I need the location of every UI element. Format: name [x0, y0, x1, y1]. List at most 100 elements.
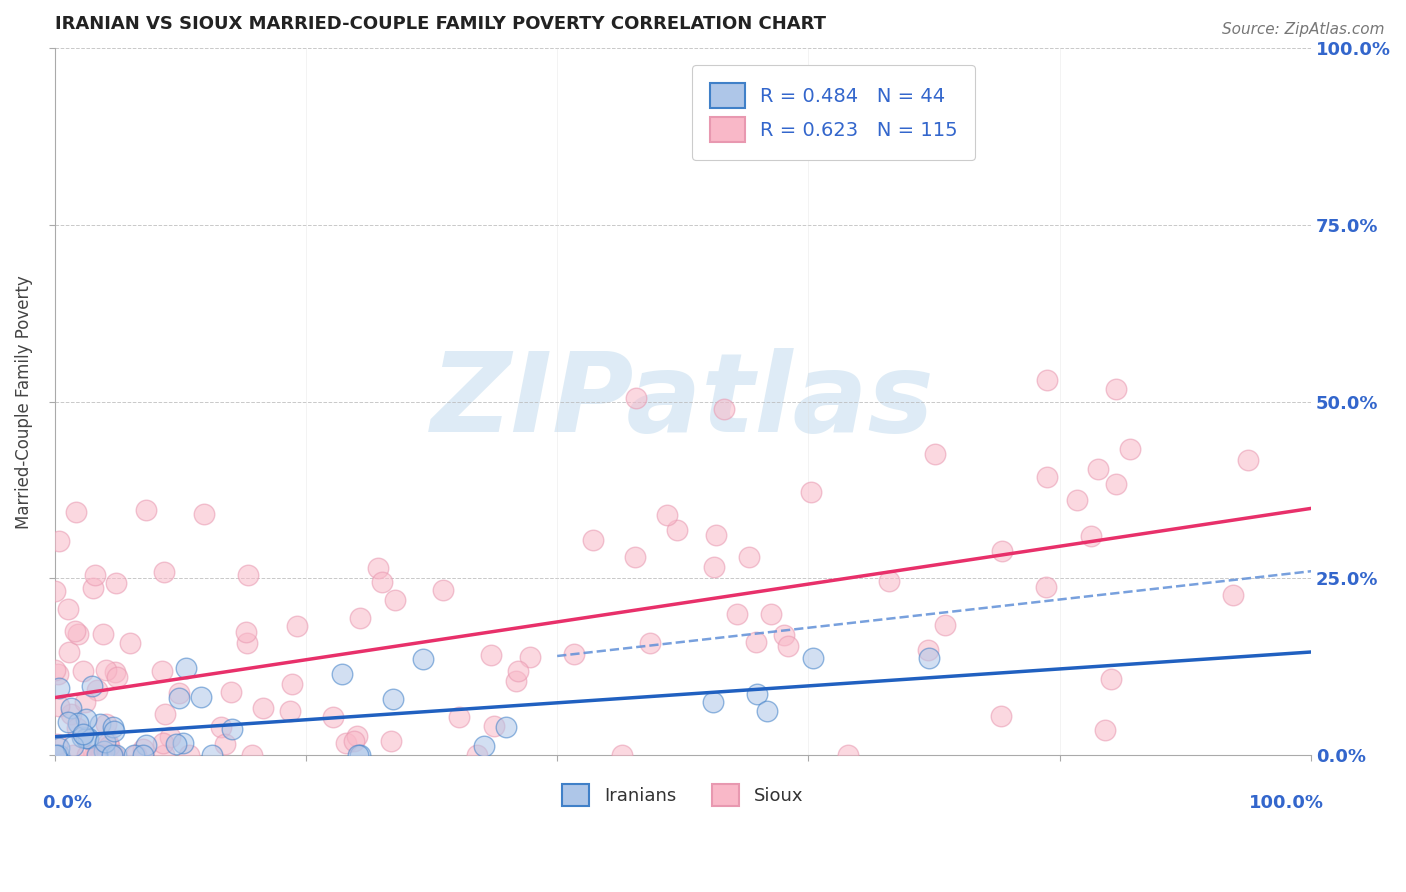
Point	[96, 716, 118, 731]
Point	[66, 721, 89, 735]
Point	[349, 611, 371, 625]
Point	[800, 485, 823, 500]
Point	[165, 737, 187, 751]
Point	[745, 634, 768, 648]
Point	[519, 650, 541, 665]
Point	[45, 747, 67, 762]
Point	[48, 698, 70, 713]
Point	[703, 560, 725, 574]
Point	[371, 575, 394, 590]
Point	[48, 681, 70, 695]
Point	[105, 670, 128, 684]
Point	[122, 747, 145, 762]
Point	[101, 747, 124, 762]
Point	[150, 664, 173, 678]
Point	[77, 731, 100, 745]
Point	[380, 734, 402, 748]
Point	[1222, 588, 1244, 602]
Point	[235, 625, 257, 640]
Point	[330, 667, 353, 681]
Point	[1094, 723, 1116, 738]
Point	[917, 642, 939, 657]
Point	[62, 739, 84, 754]
Point	[67, 715, 90, 730]
Point	[177, 747, 200, 762]
Point	[877, 574, 900, 589]
Point	[73, 695, 96, 709]
Text: ZIPatlas: ZIPatlas	[432, 348, 935, 455]
Point	[83, 747, 105, 762]
Point	[72, 665, 94, 679]
Point	[657, 508, 679, 522]
Point	[59, 707, 82, 722]
Point	[44, 584, 66, 599]
Point	[98, 739, 121, 753]
Point	[70, 730, 93, 744]
Point	[167, 686, 190, 700]
Point	[172, 736, 194, 750]
Legend: Iranians, Sioux: Iranians, Sioux	[551, 772, 814, 816]
Point	[1105, 477, 1128, 491]
Point	[193, 507, 215, 521]
Point	[60, 700, 83, 714]
Point	[384, 592, 406, 607]
Point	[623, 549, 645, 564]
Point	[482, 719, 505, 733]
Point	[990, 544, 1012, 558]
Point	[624, 392, 647, 406]
Point	[209, 720, 232, 734]
Point	[638, 636, 661, 650]
Point	[101, 721, 124, 735]
Point	[412, 651, 434, 665]
Point	[58, 602, 80, 616]
Point	[48, 747, 70, 762]
Point	[235, 636, 257, 650]
Point	[103, 747, 125, 762]
Text: 100.0%: 100.0%	[1249, 794, 1323, 812]
Point	[1087, 462, 1109, 476]
Point	[135, 739, 157, 753]
Point	[1119, 442, 1142, 456]
Point	[287, 619, 309, 633]
Point	[1036, 373, 1059, 387]
Point	[666, 523, 689, 537]
Text: 0.0%: 0.0%	[42, 794, 91, 812]
Point	[153, 747, 176, 762]
Point	[89, 747, 111, 762]
Point	[1036, 470, 1059, 484]
Point	[1105, 382, 1128, 396]
Point	[221, 722, 243, 736]
Point	[45, 747, 67, 762]
Point	[918, 651, 941, 665]
Point	[46, 666, 69, 681]
Point	[495, 721, 517, 735]
Point	[745, 687, 768, 701]
Point	[240, 747, 263, 762]
Point	[82, 680, 104, 694]
Point	[990, 708, 1012, 723]
Text: Source: ZipAtlas.com: Source: ZipAtlas.com	[1222, 22, 1385, 37]
Point	[201, 747, 224, 762]
Point	[94, 664, 117, 678]
Point	[58, 645, 80, 659]
Point	[238, 567, 260, 582]
Point	[44, 663, 66, 677]
Point	[214, 737, 236, 751]
Point	[837, 747, 859, 762]
Point	[924, 447, 946, 461]
Point	[167, 690, 190, 705]
Point	[56, 715, 79, 730]
Point	[382, 691, 405, 706]
Point	[72, 727, 94, 741]
Point	[801, 651, 824, 665]
Point	[93, 744, 115, 758]
Point	[120, 636, 142, 650]
Point	[90, 747, 112, 762]
Point	[343, 734, 366, 748]
Point	[75, 731, 97, 745]
Point	[48, 741, 70, 756]
Point	[612, 747, 634, 762]
Point	[281, 677, 304, 691]
Point	[508, 664, 530, 678]
Point	[474, 739, 496, 753]
